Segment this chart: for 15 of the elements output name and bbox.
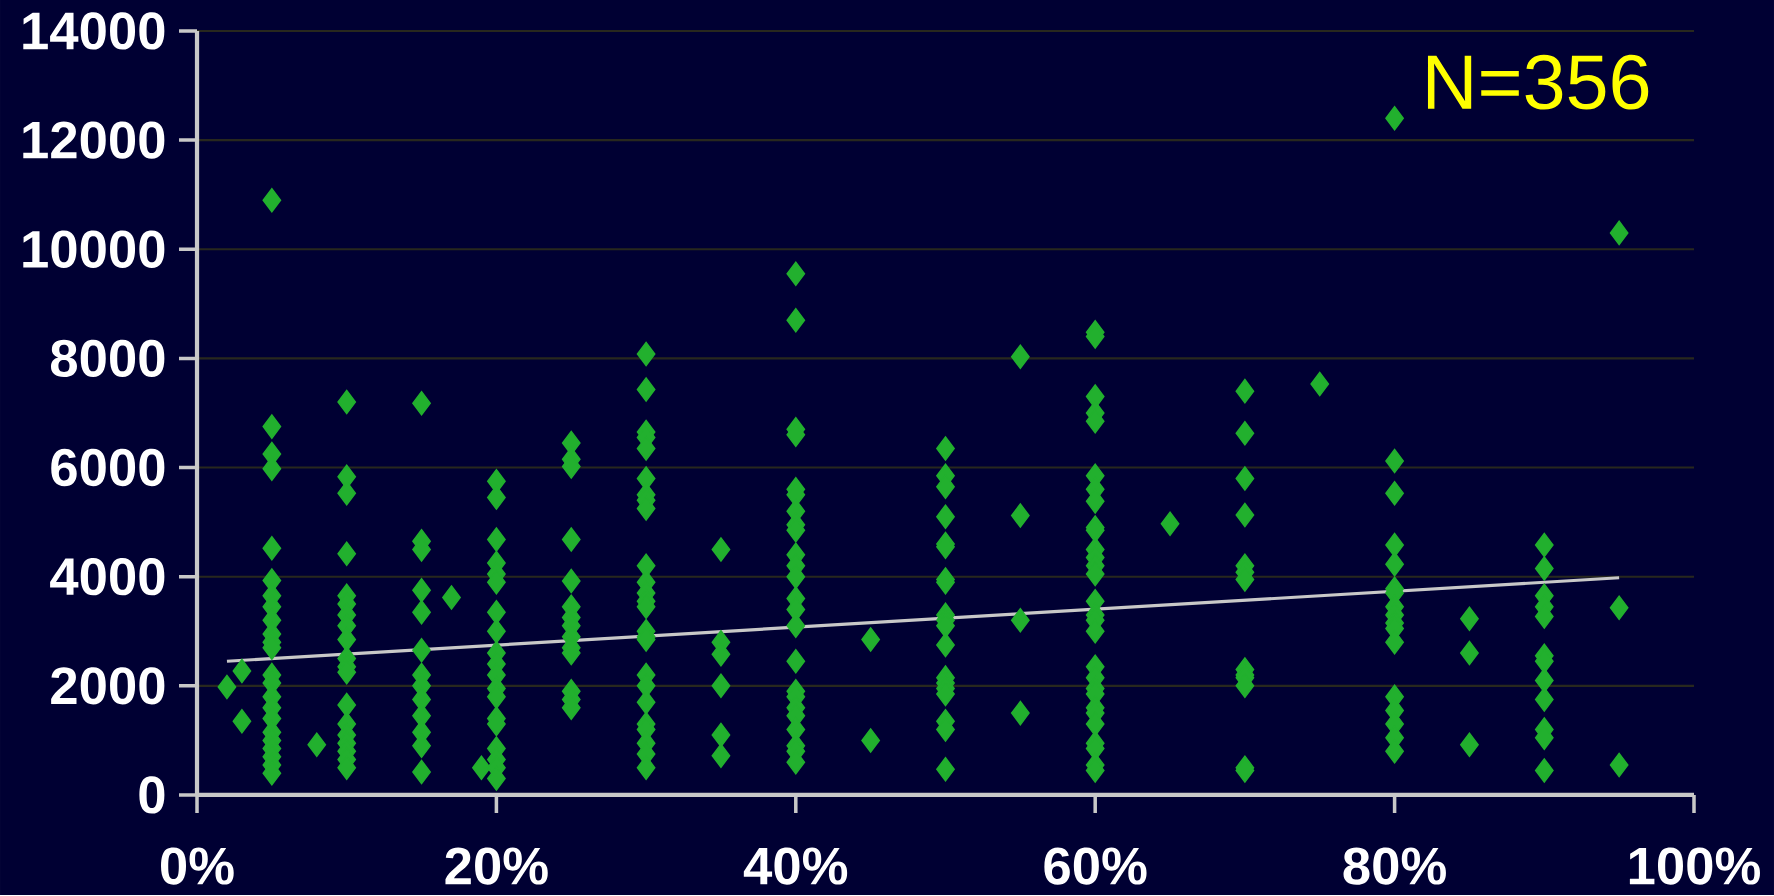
- y-tick-label: 10000: [23, 230, 165, 268]
- annotation: N=356: [1427, 54, 1649, 110]
- y-tick-label: 0: [139, 776, 165, 814]
- x-tick-label: 40%: [743, 847, 848, 885]
- x-tick-label: 60%: [1044, 847, 1147, 885]
- y-tick-label: 4000: [50, 557, 165, 596]
- x-tick-label: 20%: [445, 847, 548, 885]
- y-tick-label: 14000: [23, 12, 165, 50]
- y-tick-label: 2000: [51, 666, 165, 705]
- x-tick-label: 80%: [1343, 847, 1446, 885]
- x-tick-label: 0%: [161, 847, 234, 885]
- y-tick-label: 6000: [51, 448, 165, 486]
- x-tick-label: 100%: [1629, 847, 1760, 885]
- y-tick-label: 8000: [50, 339, 165, 377]
- y-tick-label: 12000: [23, 121, 165, 159]
